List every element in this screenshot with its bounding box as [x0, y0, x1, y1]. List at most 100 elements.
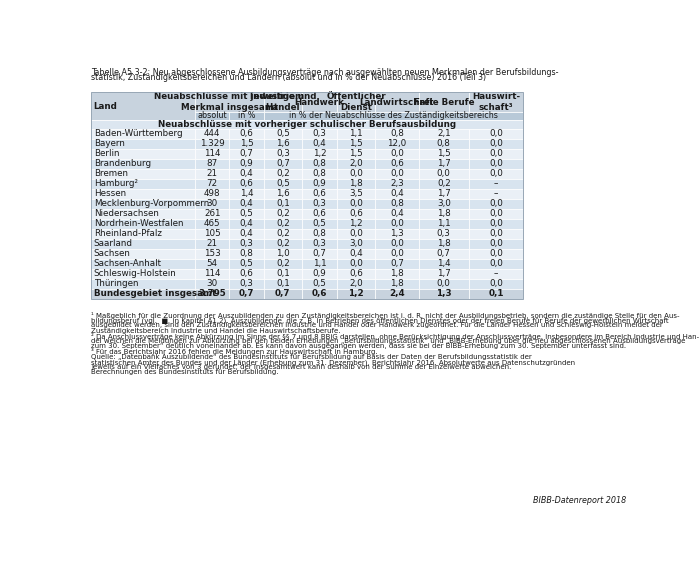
Bar	[264, 159, 302, 168]
Bar	[302, 128, 337, 139]
Text: 0,0: 0,0	[349, 199, 363, 208]
Text: 0,3: 0,3	[312, 199, 326, 208]
Text: 0,0: 0,0	[390, 219, 404, 228]
Bar	[419, 159, 469, 168]
Text: 1,6: 1,6	[276, 189, 290, 198]
Text: Mecklenburg-Vorpommern: Mecklenburg-Vorpommern	[94, 199, 209, 208]
Bar	[375, 219, 419, 228]
Bar	[469, 179, 523, 188]
Bar	[92, 93, 195, 120]
Text: 0,8: 0,8	[312, 229, 326, 238]
Text: 0,3: 0,3	[239, 279, 253, 288]
Bar	[230, 139, 264, 148]
Text: 0,8: 0,8	[312, 159, 326, 168]
Bar	[230, 168, 264, 179]
Text: 0,1: 0,1	[276, 279, 290, 288]
Text: 1,7: 1,7	[437, 189, 451, 198]
Bar	[230, 112, 264, 120]
Bar	[195, 279, 230, 289]
Text: 72: 72	[206, 179, 218, 188]
Text: 0,8: 0,8	[312, 169, 326, 178]
Text: jeweils auf ein Vielfaches von 3 gerundet; der Insgesamtwert kann deshalb von de: jeweils auf ein Vielfaches von 3 gerunde…	[92, 364, 512, 370]
Text: 2,4: 2,4	[389, 289, 405, 298]
Text: 0,5: 0,5	[312, 279, 326, 288]
Bar	[375, 208, 419, 219]
Text: 3,0: 3,0	[349, 239, 363, 248]
Text: 1,5: 1,5	[349, 149, 363, 158]
Bar	[302, 148, 337, 159]
Bar	[469, 249, 523, 259]
Text: 0,0: 0,0	[489, 279, 503, 288]
Bar	[302, 219, 337, 228]
Text: 0,8: 0,8	[239, 249, 253, 258]
Bar	[302, 179, 337, 188]
Text: 0,6: 0,6	[239, 179, 253, 188]
Bar	[302, 159, 337, 168]
Text: 1,6: 1,6	[276, 139, 290, 148]
Text: 0,0: 0,0	[489, 239, 503, 248]
Text: 0,4: 0,4	[313, 139, 326, 148]
Text: zum 30. September“ deutlich voneinander ab. Es kann davon ausgegangen werden, da: zum 30. September“ deutlich voneinander …	[92, 343, 626, 349]
Text: statistischen Ämter des Bundes und der Länder (Erhebung zum 31. Dezember), Beric: statistischen Ämter des Bundes und der L…	[92, 359, 575, 367]
Bar	[419, 139, 469, 148]
Text: 0,6: 0,6	[349, 269, 363, 278]
Bar	[195, 188, 230, 199]
Bar	[469, 208, 523, 219]
Text: 0,4: 0,4	[390, 189, 404, 198]
Bar	[469, 228, 523, 239]
Bar	[302, 239, 337, 249]
Bar	[469, 259, 523, 269]
Text: 0,1: 0,1	[488, 289, 504, 298]
Text: 1,4: 1,4	[437, 259, 451, 268]
Bar	[419, 279, 469, 289]
Bar	[302, 289, 337, 299]
Text: Zuständigkeitsbereich Industrie und Handel die Hauswirtschaftsberufe.: Zuständigkeitsbereich Industrie und Hand…	[92, 328, 341, 333]
Bar	[375, 289, 419, 299]
Text: 0,6: 0,6	[239, 269, 253, 278]
Bar	[419, 128, 469, 139]
Text: 1,0: 1,0	[276, 249, 290, 258]
Bar	[337, 239, 375, 249]
Bar	[375, 179, 419, 188]
Text: 0,2: 0,2	[276, 209, 290, 218]
Bar	[264, 148, 302, 159]
Bar	[195, 269, 230, 279]
Bar	[264, 279, 302, 289]
Bar	[337, 168, 375, 179]
Text: ausgebildet werden, sind den Zuständigkeitsbereichen Industrie und Handel oder H: ausgebildet werden, sind den Zuständigke…	[92, 322, 663, 328]
Text: 1,8: 1,8	[437, 209, 451, 218]
Text: Industrie und
Handel: Industrie und Handel	[250, 93, 316, 112]
Bar	[375, 148, 419, 159]
Bar	[469, 269, 523, 279]
Text: –: –	[494, 269, 498, 278]
Bar	[92, 259, 195, 269]
Text: 0,5: 0,5	[239, 209, 253, 218]
Text: 261: 261	[204, 209, 220, 218]
Text: 1,2: 1,2	[349, 289, 364, 298]
Bar	[230, 239, 264, 249]
Bar	[337, 208, 375, 219]
Bar	[195, 259, 230, 269]
Bar	[230, 279, 264, 289]
Text: Baden-Württemberg: Baden-Württemberg	[94, 129, 182, 138]
Bar	[230, 159, 264, 168]
Text: Nordrhein-Westfalen: Nordrhein-Westfalen	[94, 219, 183, 228]
Text: Handwerk: Handwerk	[295, 98, 344, 107]
Bar	[469, 199, 523, 208]
Bar	[264, 249, 302, 259]
Bar	[195, 159, 230, 168]
Text: Landwirtschaft: Landwirtschaft	[360, 98, 434, 107]
Text: 0,7: 0,7	[239, 289, 254, 298]
Text: 1,5: 1,5	[239, 139, 253, 148]
Bar	[469, 168, 523, 179]
Bar	[195, 239, 230, 249]
Bar	[302, 93, 337, 112]
Bar	[264, 128, 302, 139]
Text: 0,0: 0,0	[489, 169, 503, 178]
Bar	[195, 168, 230, 179]
Text: 0,4: 0,4	[239, 219, 253, 228]
Text: 1.329: 1.329	[200, 139, 225, 148]
Text: 0,2: 0,2	[276, 219, 290, 228]
Text: –: –	[494, 179, 498, 188]
Text: 1,2: 1,2	[313, 149, 326, 158]
